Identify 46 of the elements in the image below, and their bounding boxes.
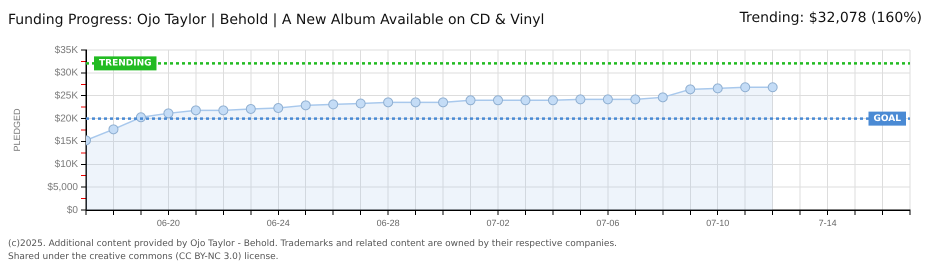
y-tick-label: $25K xyxy=(54,90,78,102)
x-tick-label: 7-14 xyxy=(818,218,837,228)
y-axis-title: PLEDGED xyxy=(12,108,22,152)
y-tick-label: $5,000 xyxy=(47,182,78,193)
point xyxy=(493,95,503,106)
x-tick-label: 06-28 xyxy=(376,218,400,228)
ref-line-label: GOAL xyxy=(874,114,902,124)
point xyxy=(190,105,201,116)
point xyxy=(163,108,174,118)
point xyxy=(246,104,256,114)
point xyxy=(548,95,558,106)
chart-subtitle: Trending: $32,078 (160%) xyxy=(740,10,922,26)
x-tick-label: 06-20 xyxy=(156,218,180,228)
chart-title: Funding Progress: Ojo Taylor | Behold | A New Album Available on CD & Vinyl xyxy=(8,12,544,28)
point xyxy=(410,97,421,108)
y-tick-label: $15K xyxy=(54,136,78,148)
text: (c)2025. Additional content provided by Ojo Taylor - Behold. Trademarks and related content are owned by their respective companies. xyxy=(8,239,618,249)
x-tick-label: 07-06 xyxy=(596,218,620,228)
point xyxy=(218,105,228,116)
point xyxy=(602,94,613,104)
y-tick-label: $10K xyxy=(54,159,78,170)
y-tick-label: $35K xyxy=(54,44,78,56)
point xyxy=(658,92,668,102)
point xyxy=(685,84,696,94)
point xyxy=(273,103,284,114)
point xyxy=(108,124,118,134)
x-tick-label: 07-02 xyxy=(486,218,510,228)
point xyxy=(383,97,394,108)
point xyxy=(768,82,778,92)
point xyxy=(575,94,586,104)
y-tick-label: $0 xyxy=(66,204,78,216)
y-tick-label: $30K xyxy=(54,68,78,79)
point xyxy=(740,82,750,92)
x-tick-label: 06-24 xyxy=(266,218,290,228)
ref-line-label: TRENDING xyxy=(99,58,152,69)
point xyxy=(630,94,640,104)
point xyxy=(300,100,311,110)
point xyxy=(356,98,366,108)
point xyxy=(520,95,530,106)
point xyxy=(466,95,476,106)
point xyxy=(438,97,448,108)
point xyxy=(712,83,723,94)
point xyxy=(328,99,338,110)
text: Shared under the creative commons (CC BY-NC 3.0) license. xyxy=(8,252,279,262)
y-tick-label: $20K xyxy=(54,113,78,124)
x-tick-label: 07-10 xyxy=(706,218,730,228)
